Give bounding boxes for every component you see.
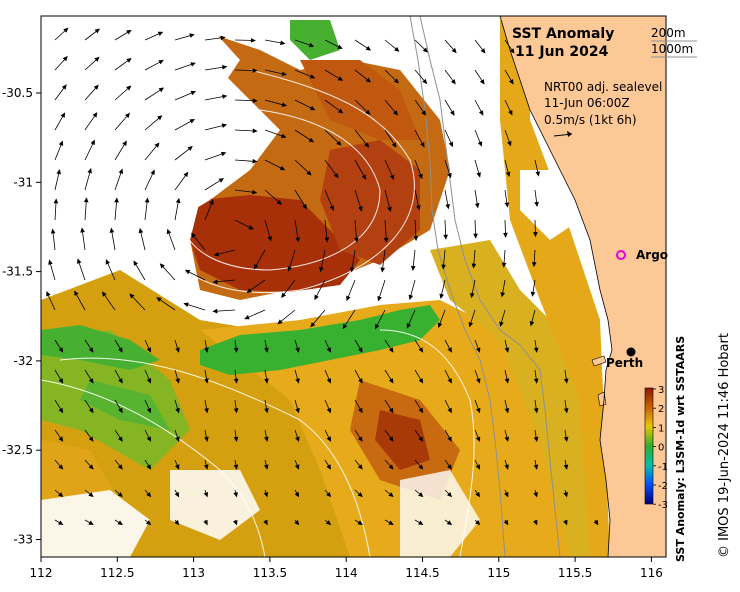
anomaly-region-cool-band [200, 305, 440, 375]
y-tick-label: -32.5 [2, 443, 33, 457]
anomaly-region-red-east [320, 140, 420, 265]
x-tick-label: 113 [182, 566, 205, 580]
sealevel-contour-4 [41, 379, 266, 557]
y-tick-label: -31 [13, 175, 33, 189]
current-scale-label: 0.5m/s (1kt 6h) [544, 113, 637, 127]
contour-legend-200m: 200m [651, 26, 686, 40]
anomaly-region-orange-north [300, 60, 420, 140]
x-tick-label: 114.5 [405, 566, 439, 580]
argo-marker-icon [616, 250, 626, 260]
current-scale-arrow-icon [553, 131, 573, 137]
x-tick-label: 114 [335, 566, 358, 580]
sealevel-contour-5 [379, 329, 475, 557]
x-axis: 112 112.5 113 113.5 114 114.5 115 115.5 116 [30, 557, 663, 580]
colorbar-tick-label: -3 [658, 500, 668, 511]
credit-text: © IMOS 19-Jun-2024 11:46 Hobart [717, 333, 732, 558]
colorbar-tick-label: -1 [658, 462, 668, 473]
x-tick-label: 113.5 [253, 566, 287, 580]
anomaly-region-coastal [500, 20, 610, 557]
x-tick-label: 116 [640, 566, 663, 580]
x-tick-label: 115 [487, 566, 510, 580]
map-title: SST Anomaly [512, 26, 614, 42]
colorbar [644, 387, 654, 505]
argo-label: Argo [636, 248, 668, 262]
current-source-label: NRT00 adj. sealevel [544, 80, 662, 94]
anomaly-region-shelf [430, 240, 600, 557]
x-tick-label: 112 [30, 566, 53, 580]
rottnest-island [591, 355, 607, 367]
perth-marker-icon [626, 347, 636, 357]
anomaly-region-cool-north [290, 20, 340, 60]
anomaly-region-cool-southwest [80, 380, 170, 430]
x-tick-label: 115.5 [558, 566, 592, 580]
no-data-region-south-east [400, 470, 480, 557]
colorbar-ticks: 3 2 1 0 -1 -2 -3 [653, 385, 668, 511]
current-time-label: 11-Jun 06:00Z [544, 96, 630, 110]
colorbar-tick-label: 3 [658, 385, 664, 396]
y-axis: -30.5 -31 -31.5 -32 -32.5 -33 [2, 86, 41, 547]
y-tick-label: -33 [13, 533, 33, 547]
no-data-region-north-shelf [430, 16, 500, 100]
sealevel-contour-1 [159, 69, 415, 293]
current-vectors [46, 27, 599, 526]
x-tick-label: 112.5 [100, 566, 134, 580]
colorbar-tick-label: 0 [658, 443, 664, 454]
land-western-australia [500, 16, 666, 557]
colorbar-tick-label: 2 [658, 404, 664, 415]
coastline [499, 16, 613, 557]
y-tick-label: -31.5 [2, 265, 33, 279]
y-tick-label: -30.5 [2, 86, 33, 100]
no-data-region-southwest [41, 490, 150, 557]
y-tick-label: -32 [13, 354, 33, 368]
no-data-region-south [170, 470, 260, 540]
anomaly-region-red-core [190, 195, 360, 292]
map-date: 11 Jun 2024 [515, 44, 609, 60]
no-data-region-eddy-center [120, 140, 240, 230]
plot-frame [40, 15, 667, 558]
anomaly-region-red-patch-south [375, 410, 430, 470]
colorbar-tick-label: 1 [658, 423, 664, 434]
sst-field [41, 16, 666, 557]
colorbar-label: SST Anomaly: L3SM-1d wrt SSTAARS [674, 336, 687, 562]
contour-1000m [409, 16, 506, 557]
contour-200m [419, 16, 561, 557]
contour-legend-1000m: 1000m [651, 42, 693, 56]
sealevel-contour-3 [59, 357, 371, 557]
colorbar-tick-label: -2 [658, 481, 668, 492]
perth-label: Perth [606, 356, 643, 370]
